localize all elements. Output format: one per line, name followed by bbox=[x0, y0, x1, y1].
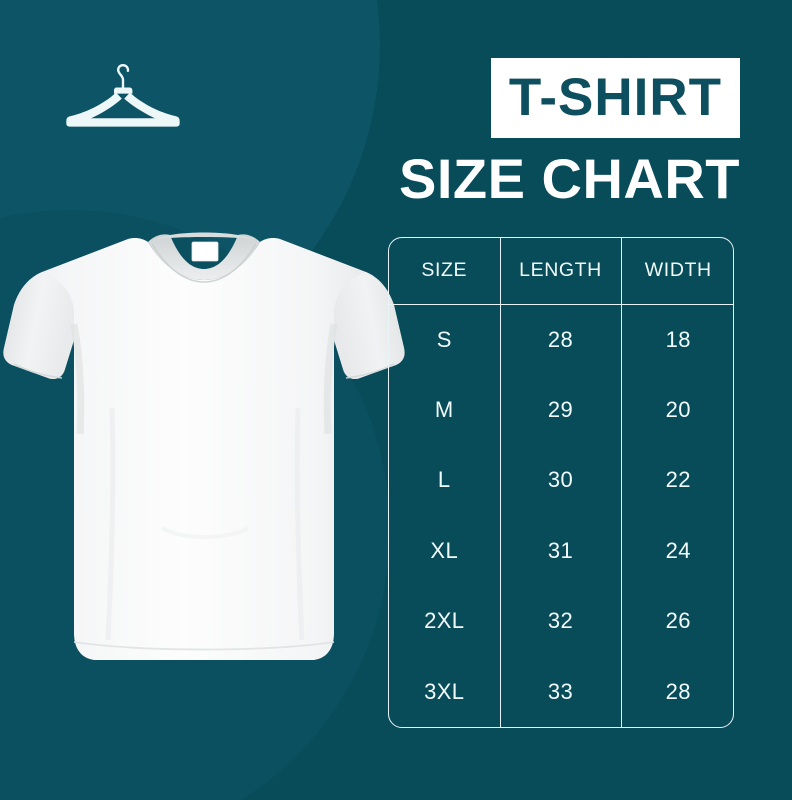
table-row: XL 31 24 bbox=[389, 515, 733, 586]
cell-length: 30 bbox=[500, 445, 622, 516]
cell-width: 28 bbox=[665, 678, 691, 704]
table-row: S 28 18 bbox=[389, 304, 733, 375]
cell-size: S bbox=[389, 304, 501, 375]
cell-length: 32 bbox=[500, 586, 622, 657]
cell-length: 28 bbox=[500, 304, 622, 375]
clothes-hanger-icon bbox=[64, 56, 182, 136]
cell-width: 18 bbox=[665, 326, 691, 352]
table-body: S 28 18 M 29 20 L 30 22 XL 31 24 bbox=[389, 304, 733, 727]
cell-length: 31 bbox=[500, 515, 622, 586]
title-badge-tshirt: T-SHIRT bbox=[490, 58, 740, 138]
cell-size: 3XL bbox=[389, 656, 501, 727]
cell-size: M bbox=[389, 374, 501, 445]
table-row: M 29 20 bbox=[389, 374, 733, 445]
cell-size: L bbox=[389, 445, 501, 516]
poster-title: T-SHIRT SIZE CHART bbox=[399, 58, 740, 207]
cell-length: 29 bbox=[500, 374, 622, 445]
table-row: L 30 22 bbox=[389, 445, 733, 516]
title-size-chart: SIZE CHART bbox=[399, 147, 740, 210]
table-header: SIZE LENGTH WIDTH bbox=[389, 238, 733, 305]
cell-size: 2XL bbox=[389, 586, 501, 657]
size-chart-table-container: SIZE LENGTH WIDTH S 28 18 M 29 20 L bbox=[388, 237, 734, 728]
cell-size: XL bbox=[389, 515, 501, 586]
cell-width: 20 bbox=[665, 396, 691, 422]
table-header-row: SIZE LENGTH WIDTH bbox=[389, 238, 733, 305]
table-row: 3XL 33 28 bbox=[389, 656, 733, 727]
size-chart-table: SIZE LENGTH WIDTH S 28 18 M 29 20 L bbox=[389, 238, 733, 727]
cell-length: 33 bbox=[500, 656, 622, 727]
table-row: 2XL 32 26 bbox=[389, 586, 733, 657]
column-header-length: LENGTH bbox=[500, 238, 622, 305]
cell-width: 22 bbox=[665, 467, 691, 493]
column-header-size: SIZE bbox=[389, 238, 501, 305]
column-header-width: WIDTH bbox=[621, 238, 733, 305]
tshirt-product-image bbox=[2, 228, 406, 672]
cell-width: 26 bbox=[665, 608, 691, 634]
cell-width: 24 bbox=[665, 537, 691, 563]
